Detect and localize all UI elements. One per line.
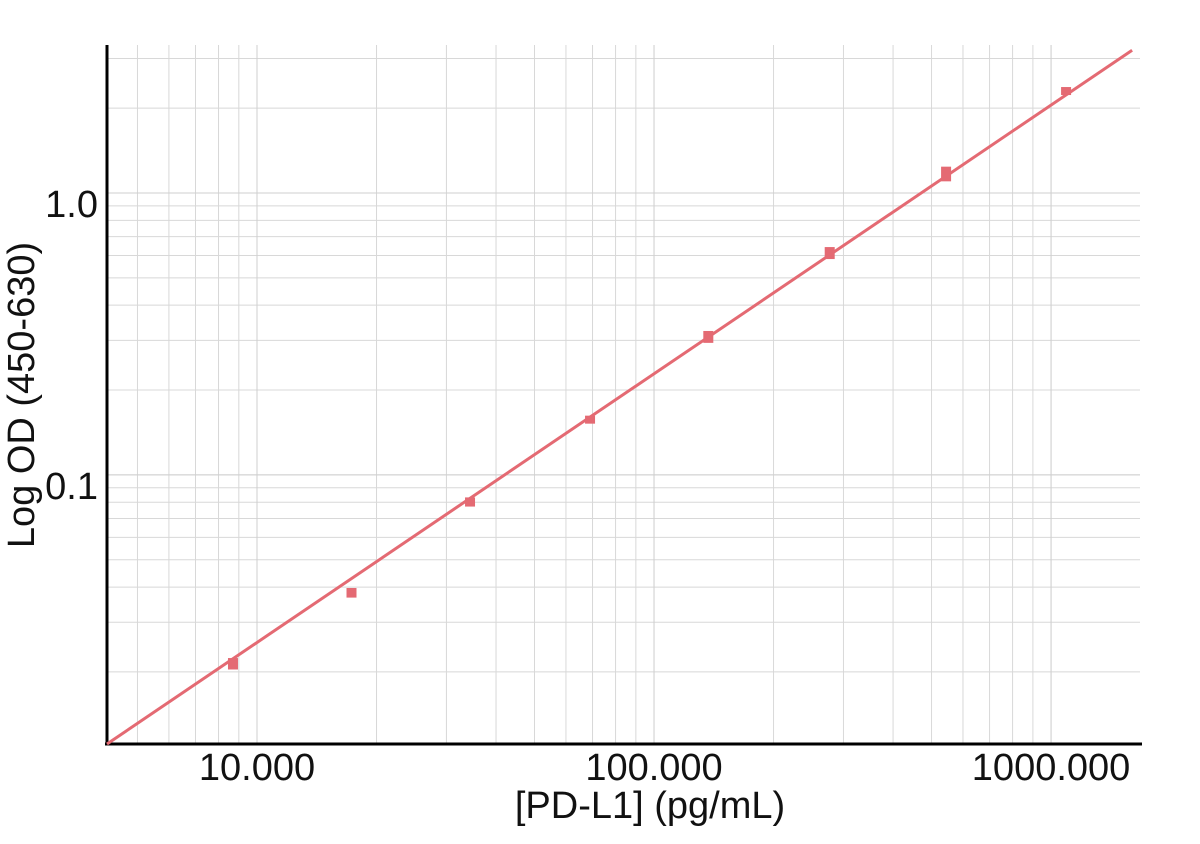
x-tick-label: 100.000 (585, 747, 722, 789)
x-tick-label: 10.000 (199, 747, 315, 789)
error-bar (585, 415, 596, 424)
x-axis-label: [PD-L1] (pg/mL) (515, 785, 785, 827)
error-bar (465, 497, 476, 507)
x-tick-label: 1000.000 (972, 747, 1131, 789)
y-tick-label: 1.0 (45, 184, 98, 226)
fit-line (106, 48, 1133, 746)
y-tick-label: 0.1 (45, 466, 98, 508)
error-bar (1061, 87, 1072, 96)
error-bar (346, 587, 357, 598)
y-axis-label: Log OD (450-630) (1, 242, 43, 548)
error-bar (227, 658, 238, 670)
error-bar (941, 166, 952, 182)
error-bar (703, 330, 714, 343)
error-bar (824, 247, 835, 260)
